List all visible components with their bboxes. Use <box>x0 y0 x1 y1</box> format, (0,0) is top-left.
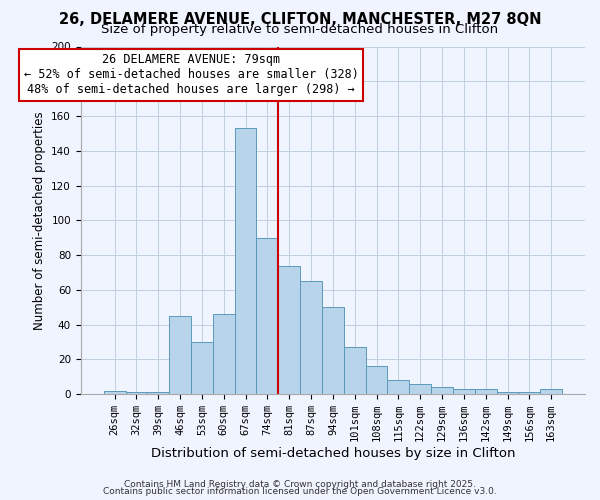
Bar <box>125 392 148 394</box>
Bar <box>213 314 235 394</box>
Bar <box>235 128 256 394</box>
Text: 26 DELAMERE AVENUE: 79sqm
← 52% of semi-detached houses are smaller (328)
48% of: 26 DELAMERE AVENUE: 79sqm ← 52% of semi-… <box>23 54 358 96</box>
Y-axis label: Number of semi-detached properties: Number of semi-detached properties <box>33 111 46 330</box>
Bar <box>344 348 365 394</box>
X-axis label: Distribution of semi-detached houses by size in Clifton: Distribution of semi-detached houses by … <box>151 447 515 460</box>
Text: Contains HM Land Registry data © Crown copyright and database right 2025.: Contains HM Land Registry data © Crown c… <box>124 480 476 489</box>
Text: Size of property relative to semi-detached houses in Clifton: Size of property relative to semi-detach… <box>101 22 499 36</box>
Bar <box>322 308 344 394</box>
Bar <box>278 266 300 394</box>
Bar <box>518 392 540 394</box>
Bar <box>475 389 497 394</box>
Bar <box>256 238 278 394</box>
Bar <box>191 342 213 394</box>
Bar <box>148 392 169 394</box>
Text: 26, DELAMERE AVENUE, CLIFTON, MANCHESTER, M27 8QN: 26, DELAMERE AVENUE, CLIFTON, MANCHESTER… <box>59 12 541 28</box>
Bar <box>388 380 409 394</box>
Bar <box>431 388 453 394</box>
Bar <box>540 389 562 394</box>
Bar <box>365 366 388 394</box>
Text: Contains public sector information licensed under the Open Government Licence v3: Contains public sector information licen… <box>103 487 497 496</box>
Bar <box>497 392 518 394</box>
Bar <box>104 390 125 394</box>
Bar <box>409 384 431 394</box>
Bar <box>453 389 475 394</box>
Bar <box>300 281 322 394</box>
Bar <box>169 316 191 394</box>
